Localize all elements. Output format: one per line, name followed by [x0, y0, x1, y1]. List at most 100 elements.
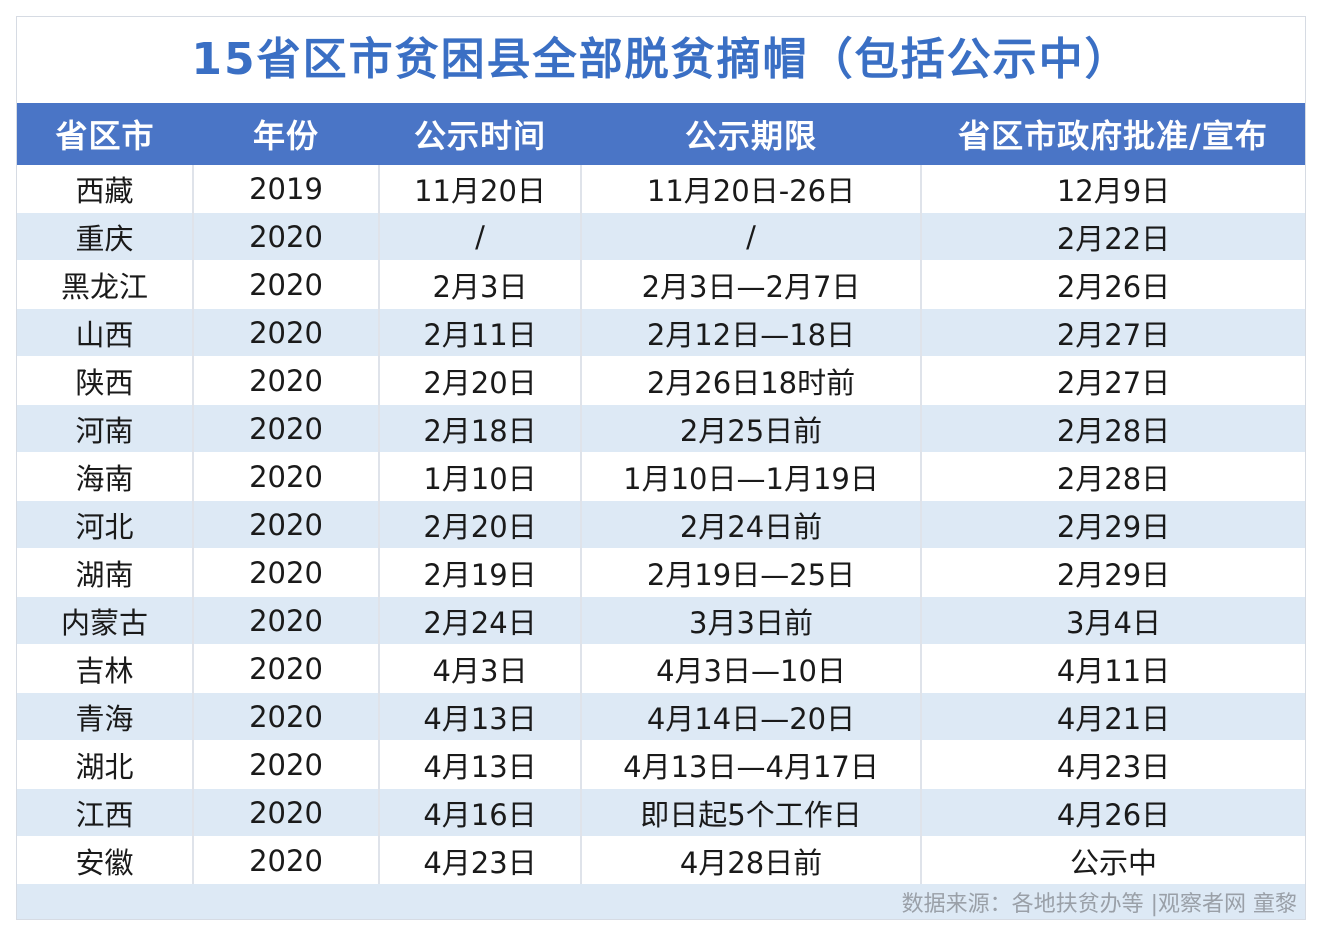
cell-publicity-date: 2月3日 [379, 260, 582, 309]
cell-publicity-date: 1月10日 [379, 452, 582, 501]
cell-publicity-period: 即日起5个工作日 [581, 788, 922, 837]
cell-year: 2020 [193, 500, 380, 549]
cell-year: 2020 [193, 356, 380, 405]
cell-publicity-period: 11月20日-26日 [581, 165, 922, 213]
cell-publicity-date: 4月13日 [379, 740, 582, 789]
cell-publicity-date: 2月24日 [379, 596, 582, 645]
cell-publicity-period: 3月3日前 [581, 596, 922, 645]
cell-province: 海南 [17, 452, 194, 501]
cell-publicity-date: 2月19日 [379, 548, 582, 597]
cell-approval-date: 2月28日 [921, 404, 1305, 453]
cell-year: 2020 [193, 836, 380, 885]
table-row: 河北 2020 2月20日 2月24日前 2月29日 [17, 500, 1305, 549]
cell-province: 湖北 [17, 740, 194, 789]
cell-approval-date: 2月29日 [921, 500, 1305, 549]
table-body: 西藏 2019 11月20日 11月20日-26日 12月9日 重庆 2020//2月22日… [17, 165, 1305, 885]
poverty-county-table: 省区市 年份 公示时间 公示期限 省区市政府批准/宣布 西藏 2019 11月20日… [17, 103, 1305, 885]
column-header-year: 年份 [193, 103, 379, 165]
cell-publicity-date: 2月11日 [379, 308, 582, 357]
cell-province: 吉林 [17, 644, 194, 693]
cell-approval-date: 12月9日 [921, 165, 1305, 213]
cell-publicity-date: 2月18日 [379, 404, 582, 453]
cell-province: 青海 [17, 692, 194, 741]
table-row: 陕西 2020 2月20日 2月26日18时前 2月27日 [17, 356, 1305, 405]
cell-approval-date: 2月26日 [921, 260, 1305, 309]
cell-year: 2019 [193, 165, 380, 213]
cell-year: 2020 [193, 308, 380, 357]
cell-publicity-period: 4月3日—10日 [581, 644, 922, 693]
table-card: 15省区市贫困县全部脱贫摘帽（包括公示中） 省区市 年份 公示时间 公示期限 省… [16, 16, 1306, 920]
cell-approval-date: 2月29日 [921, 548, 1305, 597]
cell-approval-date: 4月26日 [921, 788, 1305, 837]
cell-province: 陕西 [17, 356, 194, 405]
table-header-row: 省区市 年份 公示时间 公示期限 省区市政府批准/宣布 [17, 103, 1305, 165]
cell-province: 安徽 [17, 836, 194, 885]
column-header-publicity-period: 公示期限 [581, 103, 921, 165]
table-row: 内蒙古 2020 2月24日 3月3日前 3月4日 [17, 596, 1305, 645]
column-header-approval-date: 省区市政府批准/宣布 [921, 103, 1305, 165]
cell-publicity-date: 4月3日 [379, 644, 582, 693]
cell-approval-date: 2月27日 [921, 356, 1305, 405]
table-row: 青海 2020 4月13日 4月14日—20日 4月21日 [17, 692, 1305, 741]
table-row: 吉林 2020 4月3日 4月3日—10日 4月11日 [17, 644, 1305, 693]
cell-approval-date: 4月11日 [921, 644, 1305, 693]
cell-year: 2020 [193, 788, 380, 837]
cell-publicity-date: 2月20日 [379, 500, 582, 549]
cell-approval-date: 2月28日 [921, 452, 1305, 501]
column-header-province: 省区市 [17, 103, 193, 165]
column-header-publicity-date: 公示时间 [379, 103, 581, 165]
cell-province: 湖南 [17, 548, 194, 597]
cell-publicity-period: 2月26日18时前 [581, 356, 922, 405]
cell-publicity-period: 4月13日—4月17日 [581, 740, 922, 789]
cell-publicity-period: 4月14日—20日 [581, 692, 922, 741]
cell-approval-date: 2月27日 [921, 308, 1305, 357]
cell-publicity-period: 2月25日前 [581, 404, 922, 453]
cell-province: 西藏 [17, 165, 194, 213]
page-title: 15省区市贫困县全部脱贫摘帽（包括公示中） [191, 34, 1131, 85]
table-row: 湖北 2020 4月13日 4月13日—4月17日 4月23日 [17, 740, 1305, 789]
table-row: 河南 2020 2月18日 2月25日前 2月28日 [17, 404, 1305, 453]
cell-province: 江西 [17, 788, 194, 837]
table-row: 黑龙江 2020 2月3日 2月3日—2月7日 2月26日 [17, 260, 1305, 309]
cell-publicity-period: 2月3日—2月7日 [581, 260, 922, 309]
table-row: 江西 2020 4月16日 即日起5个工作日 4月26日 [17, 788, 1305, 837]
table-row: 西藏 2019 11月20日 11月20日-26日 12月9日 [17, 165, 1305, 213]
cell-approval-date: 4月23日 [921, 740, 1305, 789]
cell-province: 黑龙江 [17, 260, 194, 309]
cell-year: 2020 [193, 644, 380, 693]
table-row: 安徽 2020 4月23日 4月28日前 公示中 [17, 836, 1305, 885]
cell-approval-date: 公示中 [921, 836, 1305, 885]
cell-province: 山西 [17, 308, 194, 357]
cell-year: 2020 [193, 692, 380, 741]
cell-year: 2020 [193, 452, 380, 501]
cell-province: 重庆 [17, 212, 194, 261]
cell-publicity-date: 11月20日 [379, 165, 582, 213]
cell-province: 内蒙古 [17, 596, 194, 645]
cell-publicity-period: 2月19日—25日 [581, 548, 922, 597]
cell-province: 河北 [17, 500, 194, 549]
cell-approval-date: 3月4日 [921, 596, 1305, 645]
source-note: 数据来源：各地扶贫办等 |观察者网 童黎 [901, 892, 1297, 917]
cell-publicity-date: 4月23日 [379, 836, 582, 885]
cell-year: 2020 [193, 260, 380, 309]
cell-approval-date: 4月21日 [921, 692, 1305, 741]
footer-bar: 数据来源：各地扶贫办等 |观察者网 童黎 [17, 884, 1305, 919]
cell-publicity-period: 2月24日前 [581, 500, 922, 549]
cell-publicity-date: 2月20日 [379, 356, 582, 405]
cell-publicity-period: 4月28日前 [581, 836, 922, 885]
table-row: 海南 2020 1月10日 1月10日—1月19日 2月28日 [17, 452, 1305, 501]
table-row: 重庆 2020//2月22日 [17, 212, 1305, 261]
table-row: 山西 2020 2月11日 2月12日—18日 2月27日 [17, 308, 1305, 357]
cell-publicity-date: 4月13日 [379, 692, 582, 741]
cell-publicity-period: / [581, 212, 922, 261]
cell-year: 2020 [193, 212, 380, 261]
cell-year: 2020 [193, 740, 380, 789]
table-row: 湖南 2020 2月19日 2月19日—25日 2月29日 [17, 548, 1305, 597]
cell-publicity-period: 2月12日—18日 [581, 308, 922, 357]
cell-year: 2020 [193, 404, 380, 453]
cell-publicity-period: 1月10日—1月19日 [581, 452, 922, 501]
cell-province: 河南 [17, 404, 194, 453]
cell-year: 2020 [193, 596, 380, 645]
cell-publicity-date: / [379, 212, 582, 261]
cell-year: 2020 [193, 548, 380, 597]
